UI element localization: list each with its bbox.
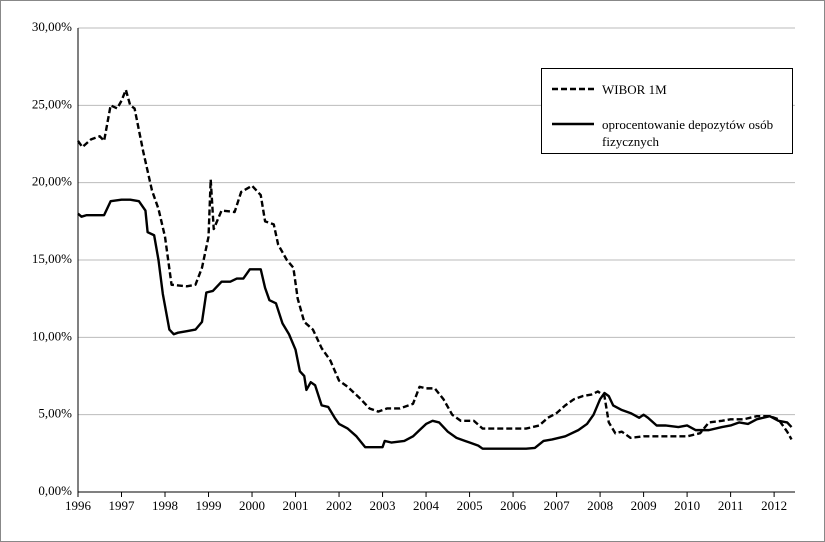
x-tick-label: 2006 (500, 498, 527, 513)
x-tick-label: 2008 (587, 498, 613, 513)
legend-entry: oprocentowanie depozytów osób fizycznych (552, 116, 782, 150)
x-tick-label: 1996 (65, 498, 92, 513)
legend-entry: WIBOR 1M (552, 81, 782, 98)
x-tick-label: 2001 (283, 498, 309, 513)
x-tick-label: 2004 (413, 498, 440, 513)
y-tick-label: 0,00% (38, 483, 72, 498)
y-tick-label: 20,00% (32, 174, 72, 189)
legend-swatch (552, 87, 594, 91)
x-tick-label: 2010 (674, 498, 700, 513)
y-tick-label: 5,00% (38, 406, 72, 421)
x-tick-label: 1998 (152, 498, 178, 513)
legend: WIBOR 1M oprocentowanie depozytów osób fi… (541, 68, 793, 154)
x-tick-label: 2000 (239, 498, 265, 513)
y-tick-label: 25,00% (32, 96, 72, 111)
x-tick-label: 1997 (109, 498, 136, 513)
y-tick-label: 10,00% (32, 328, 72, 343)
series-line (77, 198, 793, 450)
x-tick-label: 2003 (370, 498, 396, 513)
legend-label: oprocentowanie depozytów osób fizycznych (602, 117, 774, 149)
legend-swatch (552, 122, 594, 126)
y-tick-label: 15,00% (32, 251, 72, 266)
x-tick-label: 1999 (196, 498, 222, 513)
x-tick-label: 2012 (761, 498, 787, 513)
series-line (77, 88, 793, 440)
x-tick-label: 2005 (457, 498, 483, 513)
y-tick-label: 30,00% (32, 19, 72, 34)
legend-label: WIBOR 1M (602, 82, 667, 97)
x-tick-label: 2007 (544, 498, 571, 513)
x-tick-label: 2011 (718, 498, 744, 513)
x-tick-label: 2009 (631, 498, 657, 513)
x-tick-label: 2002 (326, 498, 352, 513)
